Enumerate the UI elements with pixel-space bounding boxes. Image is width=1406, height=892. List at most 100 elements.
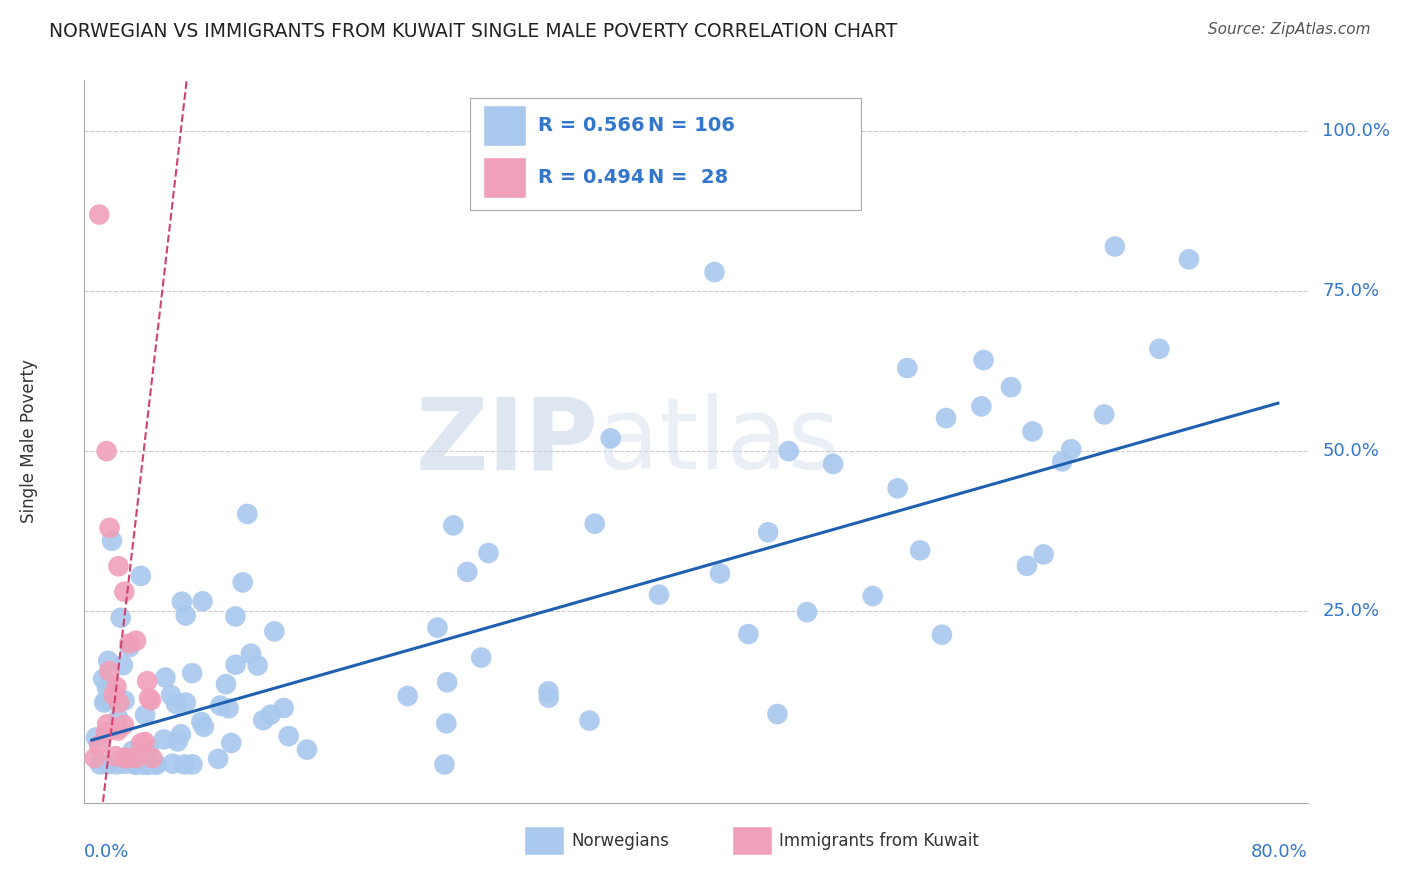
Point	[96, 444, 118, 458]
Point	[209, 698, 232, 713]
Point	[114, 751, 136, 765]
Point	[970, 400, 993, 414]
Point	[155, 671, 177, 685]
Point	[703, 265, 725, 279]
Text: atlas: atlas	[598, 393, 839, 490]
Point	[1092, 408, 1115, 422]
Point	[104, 749, 127, 764]
Point	[434, 716, 457, 731]
Point	[246, 658, 269, 673]
Point	[225, 657, 247, 672]
Point	[96, 693, 118, 707]
Point	[129, 569, 152, 583]
Point	[84, 731, 107, 745]
Point	[578, 714, 600, 728]
Point	[973, 353, 995, 368]
Point	[252, 713, 274, 727]
Point	[145, 757, 167, 772]
Point	[112, 751, 135, 765]
Point	[218, 701, 240, 715]
Point	[648, 588, 671, 602]
Point	[396, 689, 419, 703]
Point	[98, 664, 121, 678]
Point	[114, 693, 136, 707]
Text: R = 0.494: R = 0.494	[538, 169, 645, 187]
Point	[224, 609, 246, 624]
Point	[108, 755, 131, 769]
Point	[107, 711, 129, 725]
Point	[191, 594, 214, 608]
Point	[193, 720, 215, 734]
Point	[263, 624, 285, 639]
Point	[145, 757, 167, 772]
Point	[96, 681, 118, 695]
Text: 0.0%: 0.0%	[84, 843, 129, 861]
Text: 50.0%: 50.0%	[1322, 442, 1379, 460]
Point	[1104, 239, 1126, 253]
Bar	[484, 158, 526, 198]
Point	[107, 559, 129, 574]
Point	[124, 757, 146, 772]
Point	[108, 696, 131, 710]
Point	[537, 684, 560, 698]
Point	[173, 757, 195, 772]
Text: ZIP: ZIP	[415, 393, 598, 490]
Point	[931, 628, 953, 642]
Point	[537, 690, 560, 705]
Point	[98, 521, 121, 535]
Text: 25.0%: 25.0%	[1322, 602, 1379, 620]
Text: NORWEGIAN VS IMMIGRANTS FROM KUWAIT SINGLE MALE POVERTY CORRELATION CHART: NORWEGIAN VS IMMIGRANTS FROM KUWAIT SING…	[49, 22, 897, 41]
Text: 75.0%: 75.0%	[1322, 282, 1379, 301]
Point	[135, 757, 157, 772]
Point	[823, 457, 845, 471]
Point	[583, 516, 606, 531]
Point	[112, 718, 135, 732]
Point	[121, 744, 143, 758]
Point	[134, 707, 156, 722]
Point	[273, 701, 295, 715]
Bar	[524, 828, 564, 855]
Point	[138, 741, 160, 756]
Bar	[484, 106, 526, 145]
Point	[129, 736, 152, 750]
Point	[104, 722, 127, 736]
Point	[277, 729, 299, 743]
Text: Single Male Poverty: Single Male Poverty	[20, 359, 38, 524]
Point	[125, 751, 148, 765]
Point	[103, 688, 125, 702]
Point	[470, 650, 492, 665]
Point	[1178, 252, 1201, 267]
Text: Immigrants from Kuwait: Immigrants from Kuwait	[779, 832, 979, 850]
Point	[240, 647, 263, 661]
Point	[138, 757, 160, 772]
Point	[97, 654, 120, 668]
Point	[174, 696, 197, 710]
Point	[896, 361, 918, 376]
Point	[91, 672, 114, 686]
Point	[165, 697, 187, 711]
Point	[219, 736, 242, 750]
Point	[456, 565, 478, 579]
Point	[477, 546, 499, 560]
Point	[139, 693, 162, 707]
Point	[166, 734, 188, 748]
Point	[125, 633, 148, 648]
Point	[236, 507, 259, 521]
Text: 100.0%: 100.0%	[1322, 122, 1391, 140]
Point	[1032, 548, 1054, 562]
Point	[96, 757, 118, 772]
Point	[908, 543, 931, 558]
Point	[105, 680, 128, 694]
Text: Norwegians: Norwegians	[571, 832, 669, 850]
Point	[94, 725, 117, 739]
Point	[101, 533, 124, 548]
Point	[138, 691, 160, 706]
Point	[96, 717, 118, 731]
Point	[709, 566, 731, 581]
Point	[152, 732, 174, 747]
Point	[599, 431, 621, 445]
Point	[215, 677, 238, 691]
Text: Source: ZipAtlas.com: Source: ZipAtlas.com	[1208, 22, 1371, 37]
Point	[89, 757, 111, 772]
Point	[110, 611, 132, 625]
